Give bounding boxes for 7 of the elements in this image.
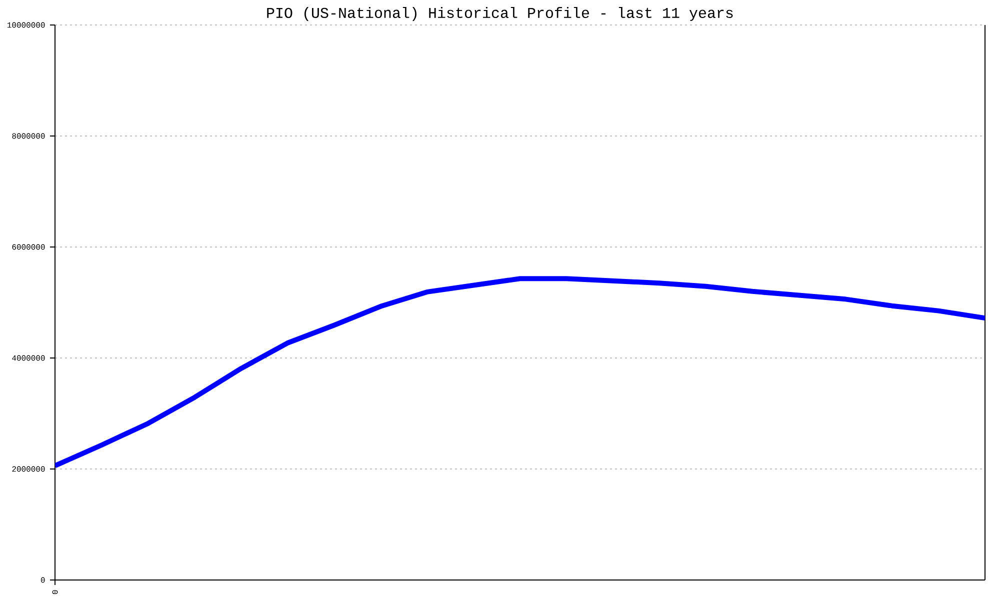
y-tick-label: 2000000: [12, 466, 45, 472]
y-tick-label: 8000000: [12, 133, 45, 139]
y-tick-label: 0: [40, 577, 45, 583]
y-tick-label: 6000000: [12, 244, 45, 250]
y-tick-label: 4000000: [12, 355, 45, 361]
chart-title: PIO (US-National) Historical Profile - last 11 years: [267, 7, 733, 21]
y-tick-label: 10000000: [7, 22, 45, 28]
